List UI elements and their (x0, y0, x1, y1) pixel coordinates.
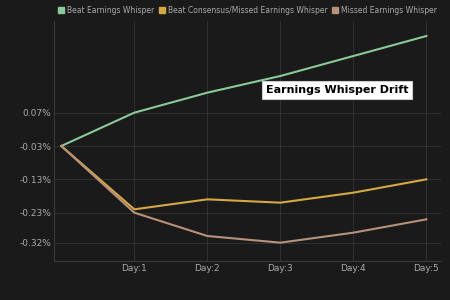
Legend: Beat Earnings Whisper, Beat Consensus/Missed Earnings Whisper, Missed Earnings W: Beat Earnings Whisper, Beat Consensus/Mi… (58, 6, 437, 15)
Text: Earnings Whisper Drift: Earnings Whisper Drift (266, 85, 408, 95)
